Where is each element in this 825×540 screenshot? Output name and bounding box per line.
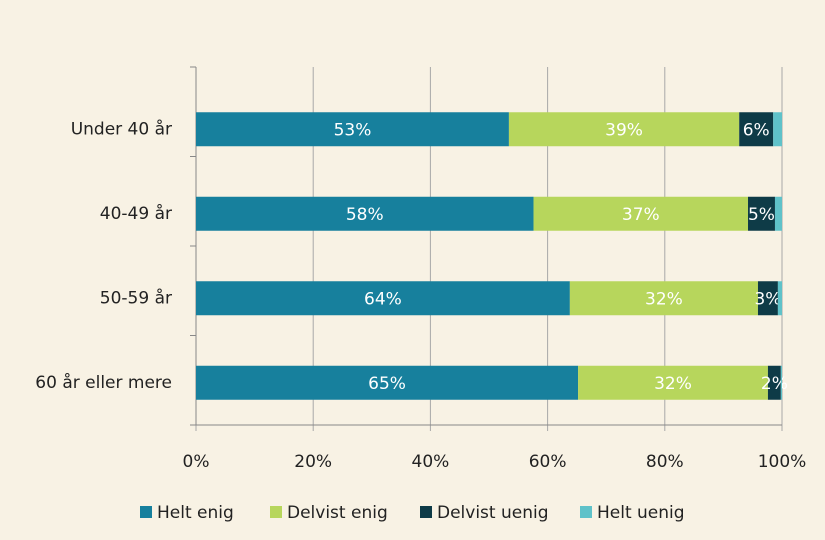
- data-label: 6%: [743, 120, 770, 140]
- bar-segment: [774, 196, 782, 231]
- x-tick-label: 80%: [646, 452, 684, 472]
- bar-segment: [757, 281, 778, 316]
- bar-segment: [196, 281, 570, 316]
- legend-label: Delvist uenig: [437, 503, 549, 523]
- bar-segment: [748, 196, 775, 231]
- data-label: 65%: [368, 374, 406, 394]
- data-label: 37%: [622, 205, 660, 225]
- bar-segment: [196, 365, 579, 400]
- legend-label: Helt uenig: [597, 503, 685, 523]
- data-label: 5%: [748, 205, 775, 225]
- data-label: 58%: [346, 205, 384, 225]
- legend-swatch: [270, 506, 282, 518]
- legend-swatch: [420, 506, 432, 518]
- bar-segment: [508, 112, 740, 147]
- data-label: 39%: [605, 120, 643, 140]
- legend-label: Helt enig: [157, 503, 234, 523]
- bar-segment: [777, 281, 782, 316]
- y-tick-label: Under 40 år: [71, 118, 172, 139]
- bar-segment: [773, 112, 782, 147]
- bar-segment: [767, 365, 781, 400]
- data-label: 64%: [364, 289, 402, 309]
- data-label: 32%: [645, 289, 683, 309]
- data-label: 2%: [761, 374, 788, 394]
- x-tick-label: 20%: [294, 452, 332, 472]
- bar-segment: [739, 112, 774, 147]
- y-tick-label: 50-59 år: [100, 287, 172, 308]
- x-tick-label: 40%: [412, 452, 450, 472]
- bar-segment: [569, 281, 758, 316]
- data-label: 32%: [654, 374, 692, 394]
- data-label: 53%: [334, 120, 372, 140]
- x-tick-label: 0%: [183, 452, 210, 472]
- bar-segment: [533, 196, 749, 231]
- legend-swatch: [580, 506, 592, 518]
- bar-segment: [780, 365, 782, 400]
- x-tick-label: 60%: [529, 452, 567, 472]
- y-tick-label: 40-49 år: [100, 203, 172, 224]
- bar-segment: [196, 112, 509, 147]
- y-tick-label: 60 år eller mere: [35, 372, 172, 393]
- legend-label: Delvist enig: [287, 503, 388, 523]
- data-label: 3%: [754, 289, 781, 309]
- bar-segment: [196, 196, 534, 231]
- legend-swatch: [140, 506, 152, 518]
- bar-segment: [578, 365, 768, 400]
- x-tick-label: 100%: [758, 452, 807, 472]
